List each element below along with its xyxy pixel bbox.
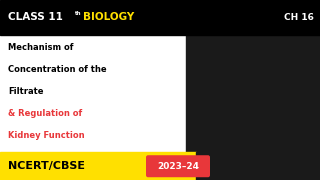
Text: th: th — [75, 11, 82, 16]
Text: CLASS 11: CLASS 11 — [8, 12, 63, 22]
Text: CH 16: CH 16 — [284, 13, 314, 22]
Bar — [196, 152, 320, 180]
Text: & Regulation of: & Regulation of — [8, 109, 82, 118]
Bar — [0, 152, 196, 180]
Text: Filtrate: Filtrate — [8, 87, 44, 96]
Text: Mechanism of: Mechanism of — [8, 43, 74, 52]
FancyBboxPatch shape — [146, 155, 210, 177]
Text: Concentration of the: Concentration of the — [8, 65, 107, 74]
Text: Kidney Function: Kidney Function — [8, 131, 84, 140]
Bar — [186, 35, 320, 152]
Text: NCERT/CBSE: NCERT/CBSE — [8, 161, 85, 171]
Text: 2023–24: 2023–24 — [157, 162, 199, 171]
Bar — [0, 0, 320, 35]
Text: BIOLOGY: BIOLOGY — [83, 12, 134, 22]
